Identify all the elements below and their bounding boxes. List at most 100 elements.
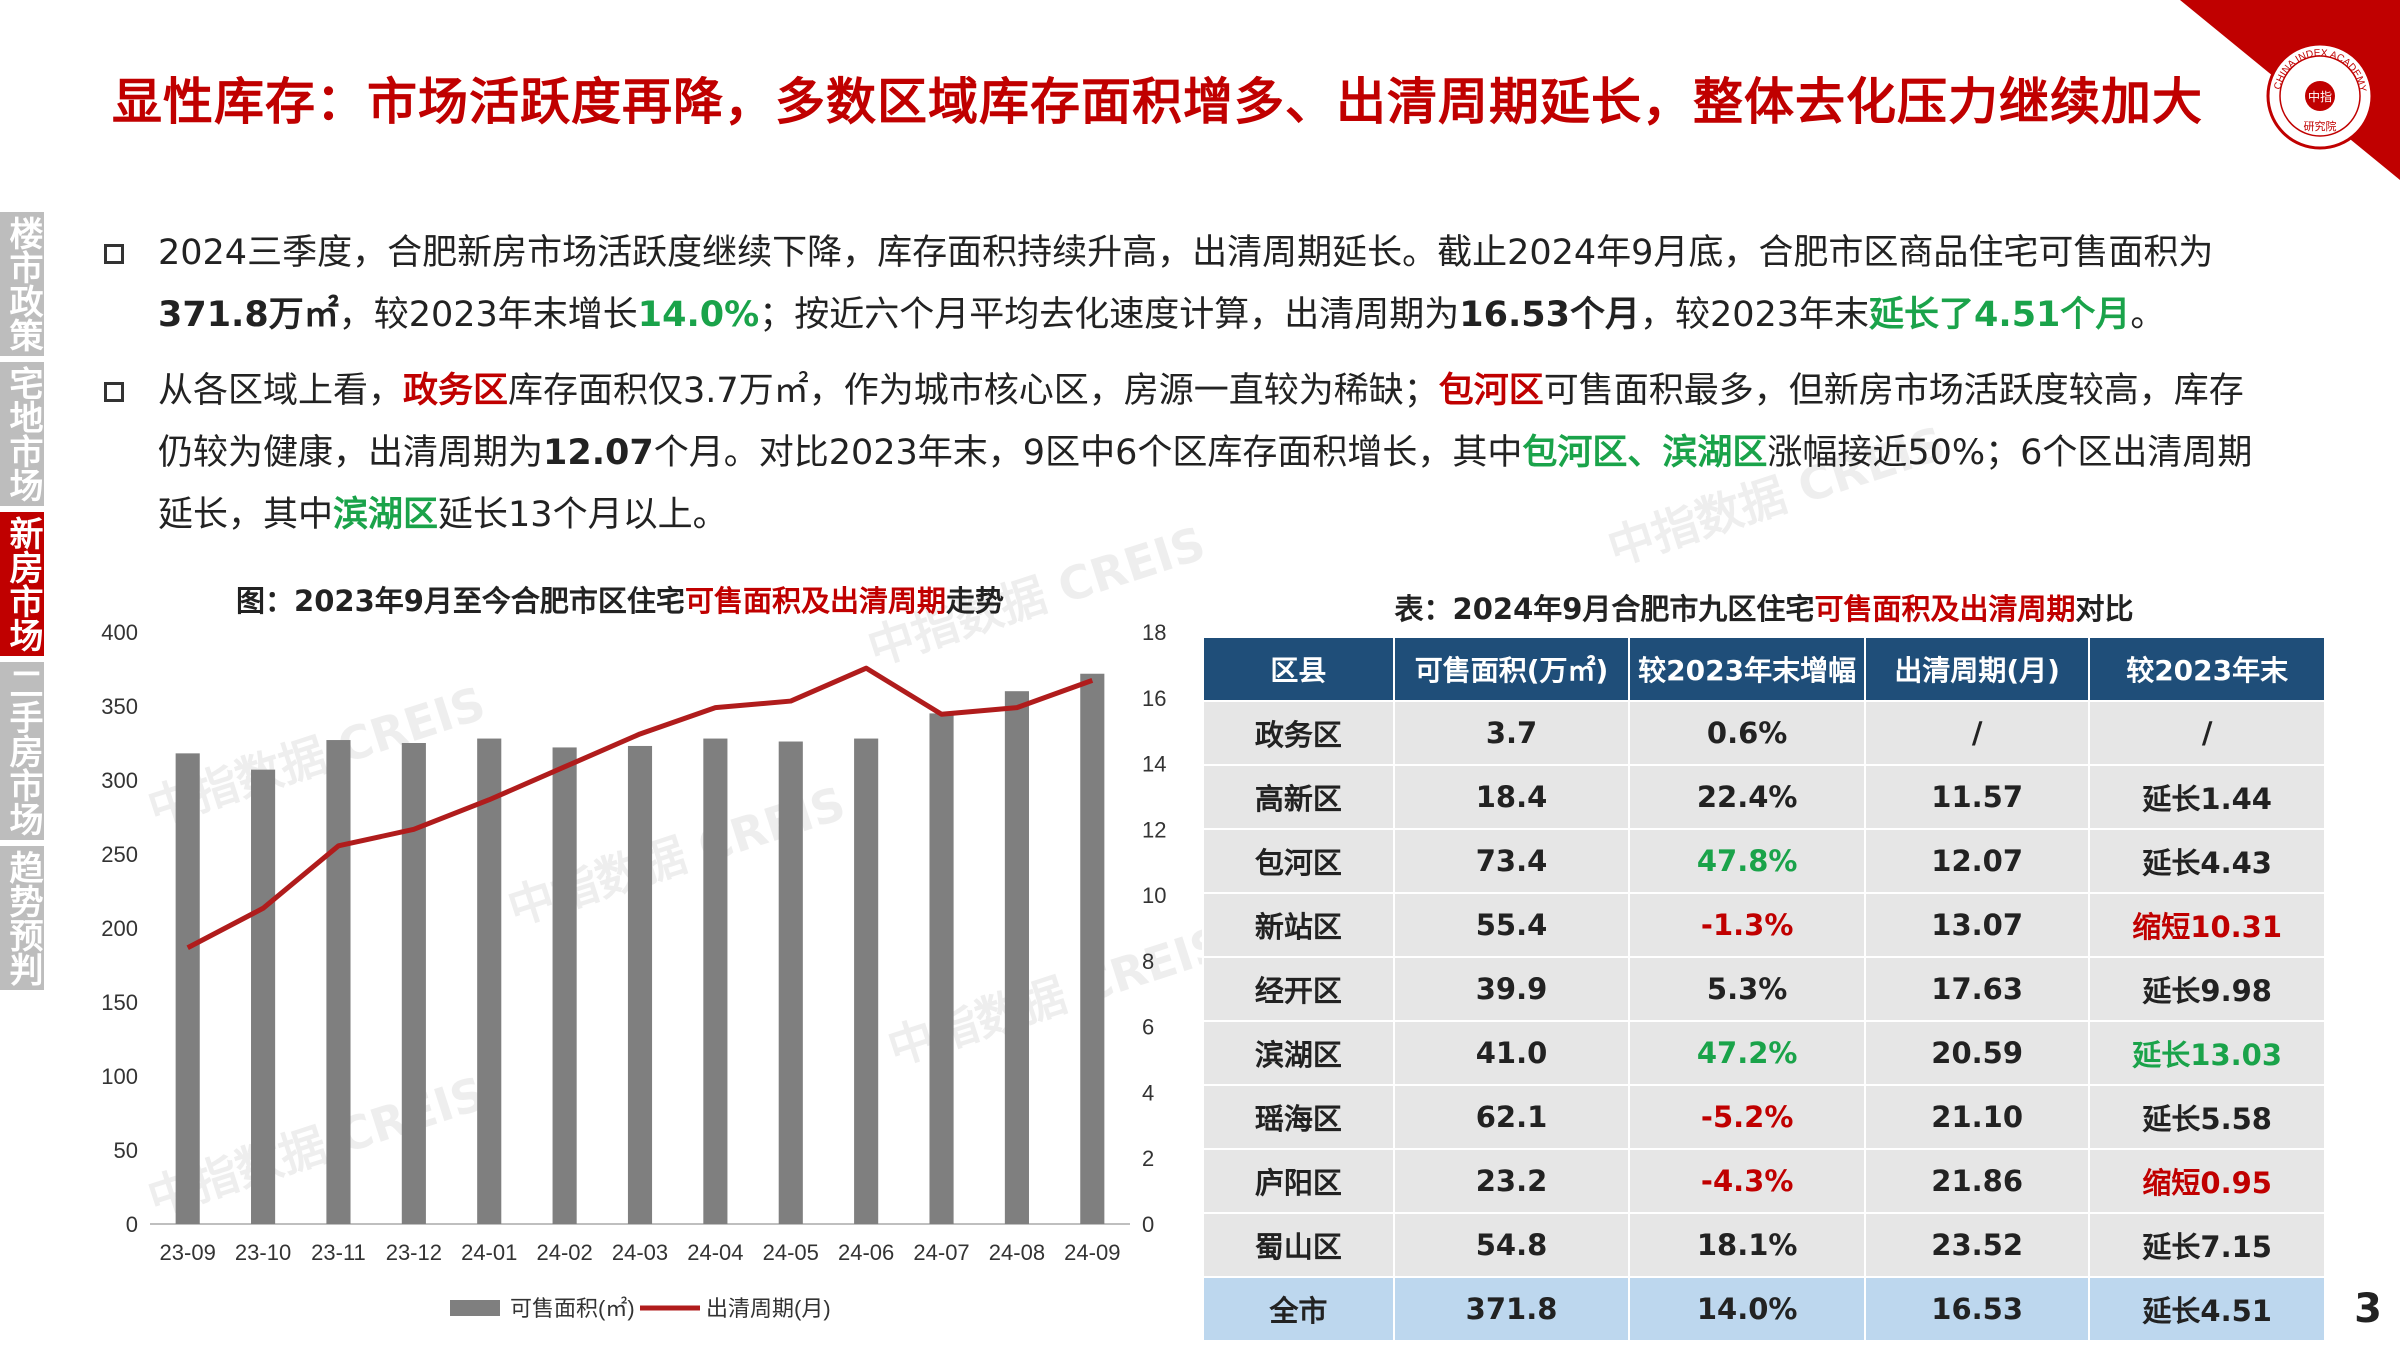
- y-left-tick-label: 150: [101, 990, 138, 1015]
- highlight-cycle: 16.53个月: [1459, 295, 1640, 335]
- table-row: 包河区 73.4 47.8% 12.07 延长4.43: [1202, 828, 2326, 894]
- table-title-pre: 表：2024年9月合肥市九区住宅: [1394, 592, 1815, 626]
- y-left-tick-label: 0: [126, 1212, 138, 1237]
- x-tick-label: 23-12: [386, 1240, 442, 1265]
- highlight-district: 包河区: [1438, 371, 1544, 411]
- table-cell: 47.8%: [1628, 828, 1866, 894]
- x-tick-label: 23-10: [235, 1240, 291, 1265]
- table-row: 滨湖区 41.0 47.2% 20.59 延长13.03: [1202, 1020, 2326, 1086]
- chart-title: 图：2023年9月至今合肥市区住宅可售面积及出清周期走势: [170, 578, 1070, 620]
- table-cell: 21.10: [1863, 1084, 2091, 1150]
- table-cell: 新站区: [1202, 892, 1395, 958]
- table-cell: 22.4%: [1628, 764, 1866, 830]
- table-cell: 高新区: [1202, 764, 1395, 830]
- table-cell: -1.3%: [1628, 892, 1866, 958]
- table-cell: /: [1863, 700, 2091, 766]
- y-left-tick-label: 350: [101, 694, 138, 719]
- text: 从各区域上看，: [158, 371, 404, 411]
- y-right-tick-label: 0: [1142, 1212, 1154, 1237]
- col-header: 区县: [1202, 636, 1395, 702]
- bar: [552, 747, 577, 1224]
- y-right-tick-label: 4: [1142, 1080, 1154, 1105]
- table-cell: 41.0: [1392, 1020, 1631, 1086]
- x-tick-label: 24-05: [763, 1240, 819, 1265]
- table-cell: 政务区: [1202, 700, 1395, 766]
- line-series: [186, 665, 1094, 950]
- x-tick-label: 24-06: [838, 1240, 894, 1265]
- bar: [1080, 673, 1105, 1224]
- table-cell: 39.9: [1392, 956, 1631, 1022]
- table-cell: 11.57: [1863, 764, 2091, 830]
- table-cell: 延长4.43: [2088, 828, 2326, 894]
- table-row: 蜀山区 54.8 18.1% 23.52 延长7.15: [1202, 1212, 2326, 1278]
- square-bullet-icon: [104, 382, 124, 402]
- table-cell: 延长5.58: [2088, 1084, 2326, 1150]
- x-tick-label: 24-01: [461, 1240, 517, 1265]
- highlight-district: 政务区: [403, 371, 509, 411]
- y-right-tick-label: 16: [1142, 686, 1166, 711]
- table-cell: 23.52: [1863, 1212, 2091, 1278]
- y-left-tick-label: 50: [114, 1138, 138, 1163]
- page-number: 3: [2354, 1286, 2382, 1332]
- table-cell: 缩短10.31: [2088, 892, 2326, 958]
- y-right-tick-label: 18: [1142, 620, 1166, 645]
- nav-land-market[interactable]: 宅地市场: [0, 362, 44, 506]
- x-tick-label: 24-02: [536, 1240, 592, 1265]
- y-right-tick-label: 6: [1142, 1015, 1154, 1040]
- nav-trend-forecast[interactable]: 趋势预判: [0, 846, 44, 990]
- text: ，较2023年末增长: [338, 295, 638, 335]
- table-row: 高新区 18.4 22.4% 11.57 延长1.44: [1202, 764, 2326, 830]
- table-cell: 54.8: [1392, 1212, 1631, 1278]
- table-cell: 18.4: [1392, 764, 1631, 830]
- table-cell: 55.4: [1392, 892, 1631, 958]
- highlight-cycle: 12.07: [543, 433, 654, 473]
- logo-bottom-text: 研究院: [2304, 119, 2337, 133]
- table-cell: 18.1%: [1628, 1212, 1866, 1278]
- bar: [627, 745, 653, 1224]
- highlight-extension: 延长了4.51个月: [1869, 295, 2131, 335]
- bar: [703, 738, 728, 1224]
- table-cell: 0.6%: [1628, 700, 1866, 766]
- x-tick-label: 23-11: [311, 1240, 366, 1265]
- text: 延长13个月以上。: [438, 495, 728, 535]
- y-right-tick-label: 12: [1142, 817, 1166, 842]
- table-cell: 滨湖区: [1202, 1020, 1395, 1086]
- table-cell: 23.2: [1392, 1148, 1631, 1214]
- nav-second-hand-market[interactable]: 二手房市场: [0, 662, 44, 840]
- table-cell: 延长13.03: [2088, 1020, 2326, 1086]
- y-left-tick-label: 100: [101, 1064, 138, 1089]
- table-cell: 16.53: [1863, 1276, 2091, 1342]
- legend-bar-swatch: [450, 1300, 500, 1316]
- y-left-tick-label: 200: [101, 916, 138, 941]
- table-title: 表：2024年9月合肥市九区住宅可售面积及出清周期对比: [1200, 586, 2328, 628]
- square-bullet-icon: [104, 244, 124, 264]
- table-title-highlight: 可售面积及出清周期: [1814, 592, 2076, 626]
- table-cell: 延长7.15: [2088, 1212, 2326, 1278]
- chart-title-highlight: 可售面积及出清周期: [684, 584, 946, 618]
- table-row: 新站区 55.4 -1.3% 13.07 缩短10.31: [1202, 892, 2326, 958]
- table-cell: 20.59: [1863, 1020, 2091, 1086]
- text: 涨幅接近50%；6个区出清周期延长，其中: [158, 433, 2253, 535]
- legend-bar-label: 可售面积(㎡): [510, 1296, 635, 1321]
- legend-line-label: 出清周期(月): [706, 1296, 831, 1321]
- y-left-tick-label: 400: [101, 620, 138, 645]
- table-cell: -4.3%: [1628, 1148, 1866, 1214]
- table-cell: 延长4.51: [2088, 1276, 2326, 1342]
- table-cell: /: [2088, 700, 2326, 766]
- table-header-row: 区县 可售面积(万㎡) 较2023年末增幅 出清周期(月) 较2023年末: [1202, 636, 2326, 702]
- table-cell: 17.63: [1863, 956, 2091, 1022]
- nav-policy[interactable]: 楼市政策: [0, 212, 44, 356]
- table-cell: 经开区: [1202, 956, 1395, 1022]
- summary-bullets: 2024三季度，合肥新房市场活跃度继续下降，库存面积持续升高，出清周期延长。截止…: [104, 222, 2264, 560]
- y-left-tick-label: 250: [101, 842, 138, 867]
- nav-new-house-market[interactable]: 新房市场: [0, 512, 44, 656]
- table-cell: 瑶海区: [1202, 1084, 1395, 1150]
- table-cell: 3.7: [1392, 700, 1631, 766]
- highlight-area: 371.8万㎡: [158, 295, 339, 335]
- col-header: 较2023年末增幅: [1628, 636, 1866, 702]
- table-cell: 21.86: [1863, 1148, 2091, 1214]
- y-left-tick-label: 300: [101, 768, 138, 793]
- corner-logo: CHINA INDEX ACADEMY 中指 研究院: [2180, 0, 2400, 180]
- inventory-chart: 0 50 100 150 200 250 300 350 400 0 2 4 6 8 10 12 14 16 18 2…: [101, 620, 1166, 1321]
- text: 。: [2130, 295, 2166, 335]
